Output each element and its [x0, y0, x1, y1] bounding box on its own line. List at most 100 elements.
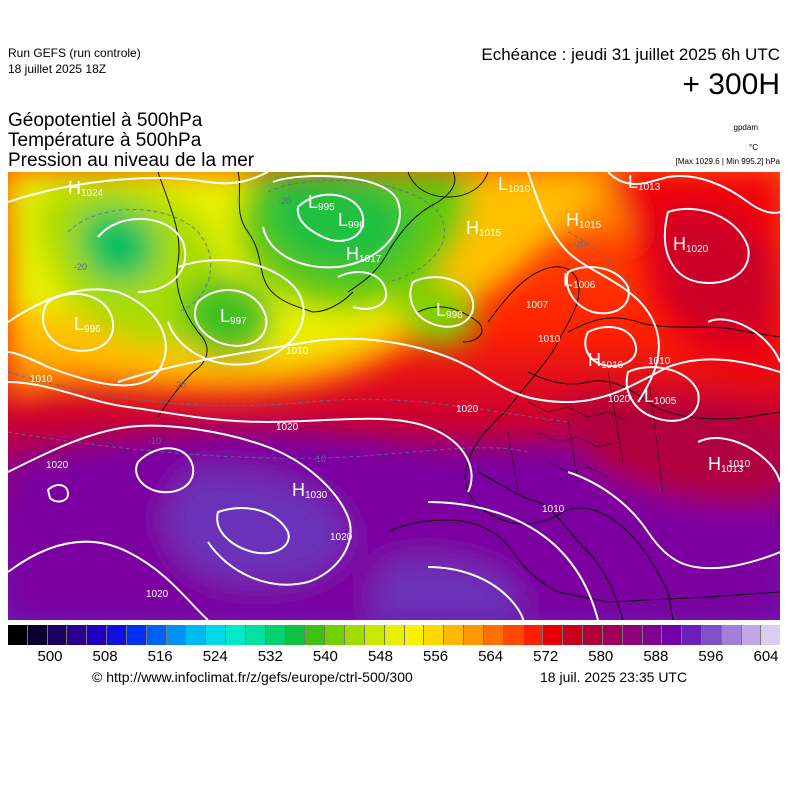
isobar-label: 1020	[456, 404, 479, 415]
color-scale-label: 572	[533, 648, 559, 665]
color-scale-cell	[8, 625, 28, 645]
isobar-label: 1020	[46, 460, 69, 471]
color-scale-cell	[285, 625, 306, 645]
color-scale-cell	[503, 625, 524, 645]
color-scale-label: 604	[753, 648, 779, 665]
isotherm-label: -20	[278, 196, 291, 206]
color-scale-cell	[305, 625, 326, 645]
isobar-label: 1007	[526, 300, 549, 311]
color-scale-cell	[364, 625, 385, 645]
forecast-valid-time: Echéance : jeudi 31 juillet 2025 6h UTC	[481, 45, 780, 64]
color-scale-cell	[226, 625, 246, 645]
isobar-label: 1020	[146, 589, 169, 600]
pressure-max-min: [Max 1029.6 | Min 995.2] hPa	[675, 157, 780, 166]
isotherm-label: -10	[148, 436, 161, 446]
color-scale-cell	[761, 625, 781, 645]
color-scale-cell	[444, 625, 465, 645]
color-scale-cell	[642, 625, 663, 645]
pressure-center: H1024	[68, 178, 104, 199]
color-scale-label: 580	[588, 648, 614, 665]
color-scale-cell	[265, 625, 286, 645]
color-scale-label: 500	[37, 648, 63, 665]
color-scale-cell	[483, 625, 504, 645]
generation-timestamp: 18 juil. 2025 23:35 UTC	[540, 669, 688, 685]
color-scale-cell	[543, 625, 564, 645]
source-credit: © http://www.infoclimat.fr/z/gefs/europe…	[92, 669, 413, 685]
color-scale-cell	[404, 625, 425, 645]
pressure-center: L1013	[628, 172, 661, 193]
color-scale-cell	[424, 625, 445, 645]
color-scale-cell	[107, 625, 127, 645]
pressure-center: H1013	[708, 454, 744, 475]
isobar-label: 1010	[538, 334, 561, 345]
color-scale-cell	[166, 625, 187, 645]
color-scale-cell	[27, 625, 48, 645]
color-scale-label: 548	[367, 648, 393, 665]
pressure-center: L995	[308, 192, 335, 213]
isotherm-label: -20	[74, 262, 87, 272]
color-scale-label: 596	[698, 648, 724, 665]
pressure-center: L1010	[498, 174, 531, 195]
pressure-center: H1016	[588, 350, 624, 371]
parameter-geopotential: Géopotentiel à 500hPa	[8, 110, 203, 131]
color-scale-label: 540	[312, 648, 338, 665]
run-model-label: Run GEFS (run controle)	[8, 46, 141, 60]
run-date-label: 18 juillet 2025 18Z	[8, 62, 107, 76]
color-scale-label: 524	[202, 648, 228, 665]
isotherm-label: -20	[573, 239, 586, 249]
color-scale-cell	[47, 625, 68, 645]
isobar-label: 1010	[30, 374, 53, 385]
pressure-center: L997	[220, 306, 247, 327]
parameter-mslp: Pression au niveau de la mer	[8, 150, 255, 171]
pressure-center: L1005	[644, 386, 677, 407]
pressure-center: H1015	[566, 210, 602, 231]
color-scale-label: 556	[423, 648, 449, 665]
color-scale-label: 564	[478, 648, 504, 665]
color-scale-cell	[245, 625, 266, 645]
unit-celsius: °C	[749, 143, 758, 152]
color-scale-cell	[622, 625, 643, 645]
color-scale-cell	[325, 625, 346, 645]
color-scale-bar	[8, 625, 781, 645]
color-scale-cell	[464, 625, 484, 645]
color-scale-cell	[384, 625, 405, 645]
parameter-temperature: Température à 500hPa	[8, 130, 202, 151]
color-scale-cell	[701, 625, 722, 645]
color-scale-cell	[602, 625, 623, 645]
pressure-center: L996	[74, 314, 101, 335]
color-scale-label: 588	[643, 648, 669, 665]
isobar-label: 1010	[648, 356, 671, 367]
isobar-label: 1010	[286, 346, 309, 357]
color-scale-cell	[662, 625, 683, 645]
isobar-label: 1020	[276, 422, 299, 433]
color-scale-labels: 500 508 516 524 532 540 548 556 564 572 580 588 596 6…	[8, 648, 780, 666]
weather-map: 1010 1010 1020 1020 1020 1020 1020 1010 …	[8, 172, 780, 620]
pressure-center: L1006	[563, 270, 596, 291]
color-scale-cell	[741, 625, 762, 645]
color-scale-cell	[345, 625, 365, 645]
color-scale-cell	[186, 625, 207, 645]
color-scale-label: 532	[257, 648, 283, 665]
unit-gpdam: gpdam	[733, 123, 758, 132]
isobar-label: 1010	[542, 504, 565, 515]
color-scale-cell	[87, 625, 108, 645]
pressure-center: H1017	[346, 244, 382, 265]
color-scale-cell	[682, 625, 702, 645]
isotherm-label: -20	[173, 380, 186, 390]
isobar-label: 1020	[608, 394, 631, 405]
pressure-center: L998	[436, 300, 463, 321]
forecast-lead-time: + 300H	[682, 68, 780, 101]
pressure-center: L996	[338, 210, 365, 231]
pressure-center: H1020	[673, 234, 709, 255]
color-scale-label: 508	[92, 648, 118, 665]
isobar-label: 1010	[728, 459, 751, 470]
color-scale-cell	[206, 625, 227, 645]
color-scale-cell	[146, 625, 167, 645]
color-scale-label: 516	[147, 648, 173, 665]
color-scale-cell	[721, 625, 742, 645]
pressure-center: H1015	[466, 218, 502, 239]
color-scale-cell	[563, 625, 584, 645]
color-scale-cell	[126, 625, 147, 645]
color-scale-cell	[67, 625, 88, 645]
color-scale-cell	[523, 625, 544, 645]
